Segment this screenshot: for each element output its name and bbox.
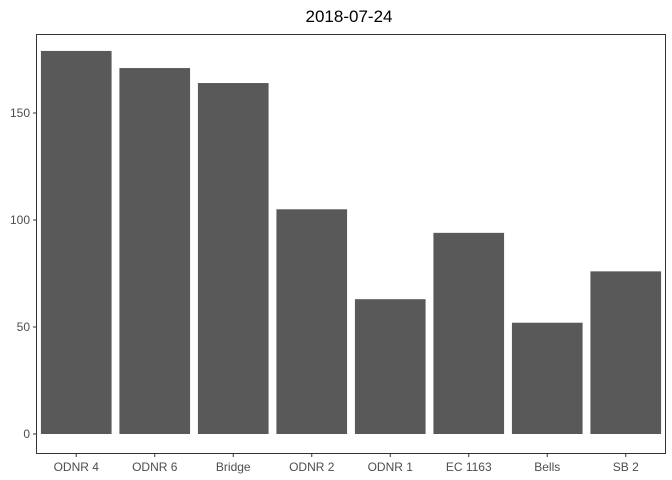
y-tick-label: 0 xyxy=(23,427,30,441)
x-tick-label: Bells xyxy=(534,460,560,474)
x-tick-label: Bridge xyxy=(216,460,251,474)
x-tick-label: ODNR 6 xyxy=(132,460,178,474)
bar-odnr-6 xyxy=(119,68,191,434)
y-tick-label: 100 xyxy=(10,213,30,227)
x-tick-label: ODNR 4 xyxy=(54,460,100,474)
y-tick-label: 50 xyxy=(17,320,31,334)
x-tick-label: ODNR 2 xyxy=(289,460,335,474)
bar-ec-1163 xyxy=(433,232,505,434)
bars xyxy=(40,50,662,434)
tick-labels: ODNR 4 ODNR 6 Bridge ODNR 2 ODNR 1 EC 1163 Bel… xyxy=(10,106,639,474)
y-tick-label: 150 xyxy=(10,106,30,120)
bar-bridge xyxy=(197,83,269,434)
bar-bells xyxy=(511,322,583,434)
bar-odnr-1 xyxy=(354,299,426,434)
bar-odnr-4 xyxy=(40,50,112,434)
bar-odnr-2 xyxy=(276,209,348,434)
x-tick-label: EC 1163 xyxy=(446,460,492,474)
x-tick-label: ODNR 1 xyxy=(368,460,414,474)
axes xyxy=(33,112,627,457)
x-tick-label: SB 2 xyxy=(613,460,639,474)
chart-title: 2018-07-24 xyxy=(306,7,393,26)
plot-panel-border xyxy=(36,34,666,454)
bar-sb-2 xyxy=(590,271,662,434)
